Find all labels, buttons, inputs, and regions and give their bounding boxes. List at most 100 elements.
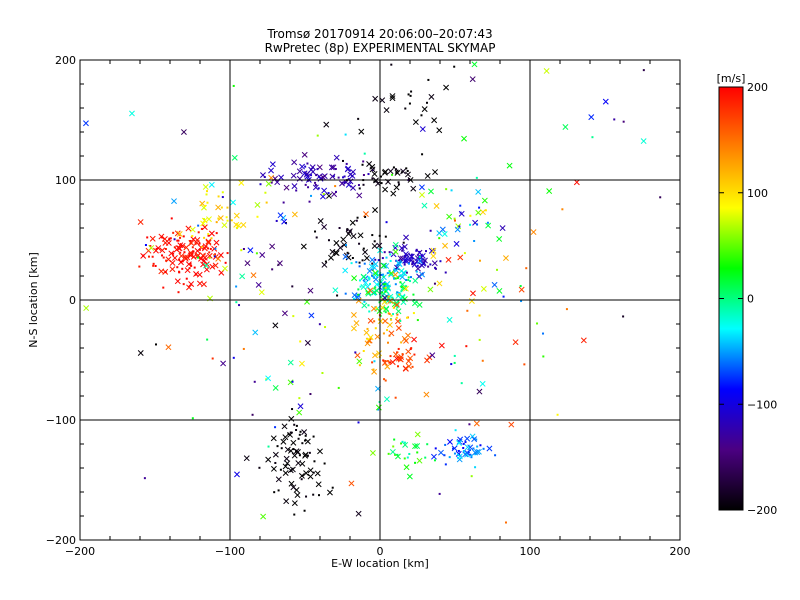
scatter-dot-point: [164, 248, 167, 251]
scatter-dot-point: [363, 262, 366, 265]
scatter-cross-point: [372, 352, 378, 359]
scatter-dot-point: [384, 283, 387, 286]
scatter-dot-point: [475, 438, 478, 441]
scatter-dot-point: [292, 448, 295, 451]
scatter-dot-point: [389, 361, 392, 364]
scatter-cross-point: [481, 197, 488, 204]
scatter-dot-point: [304, 434, 307, 437]
scatter-cross-point: [174, 230, 181, 237]
scatter-cross-point: [186, 284, 192, 291]
scatter-dot-point: [383, 300, 386, 303]
scatter-dot-point: [475, 176, 478, 179]
scatter-dot-point: [312, 493, 315, 496]
scatter-dot-point: [291, 285, 294, 288]
scatter-cross-point: [347, 171, 354, 178]
scatter-dot-point: [198, 248, 201, 251]
scatter-dot-point: [398, 183, 401, 186]
scatter-cross-point: [185, 261, 192, 268]
scatter-dot-point: [386, 284, 389, 287]
scatter-cross-point: [258, 289, 265, 296]
scatter-cross-point: [394, 318, 401, 325]
scatter-dot-point: [322, 192, 325, 195]
y-tick-label: −200: [46, 534, 76, 547]
scatter-cross-point: [392, 351, 399, 358]
y-tick-label: 100: [55, 174, 76, 187]
scatter-cross-point: [317, 218, 324, 224]
scatter-cross-point: [215, 204, 222, 211]
scatter-cross-point: [373, 287, 380, 294]
scatter-cross-point: [281, 310, 288, 317]
scatter-dot-point: [400, 286, 403, 289]
scatter-dot-point: [331, 486, 334, 489]
scatter-cross-point: [436, 127, 443, 134]
scatter-cross-point: [308, 166, 315, 173]
scatter-cross-point: [402, 285, 409, 292]
scatter-cross-point: [518, 286, 525, 293]
scatter-dot-point: [263, 176, 266, 179]
scatter-dot-point: [380, 175, 383, 178]
scatter-cross-point: [414, 431, 421, 438]
scatter-cross-point: [194, 237, 201, 243]
scatter-cross-point: [358, 128, 365, 135]
scatter-dot-point: [482, 447, 485, 450]
scatter-cross-point: [234, 471, 240, 478]
scatter-cross-point: [508, 421, 515, 428]
scatter-cross-point: [193, 271, 200, 277]
scatter-cross-point: [388, 330, 395, 337]
scatter-cross-point: [331, 191, 338, 198]
scatter-cross-point: [421, 106, 428, 113]
scatter-cross-point: [475, 188, 482, 195]
scatter-cross-point: [208, 230, 215, 237]
scatter-cross-point: [350, 311, 357, 318]
scatter-dot-point: [232, 84, 235, 87]
scatter-dot-point: [429, 263, 432, 266]
scatter-cross-point: [562, 124, 569, 130]
scatter-cross-point: [296, 168, 303, 175]
scatter-cross-point: [272, 384, 279, 391]
scatter-dot-point: [290, 431, 293, 434]
scatter-dot-point: [452, 447, 455, 450]
scatter-dot-point: [523, 363, 526, 366]
scatter-dot-point: [407, 279, 410, 282]
scatter-cross-point: [405, 332, 411, 339]
scatter-cross-point: [405, 363, 412, 370]
scatter-cross-point: [235, 222, 242, 229]
scatter-cross-point: [321, 223, 328, 230]
scatter-dot-point: [226, 252, 229, 255]
scatter-cross-point: [416, 457, 423, 464]
scatter-cross-point: [350, 233, 357, 240]
scatter-dot-point: [412, 312, 415, 315]
scatter-cross-point: [419, 252, 426, 259]
scatter-dot-point: [204, 204, 207, 207]
scatter-dot-point: [169, 237, 172, 240]
scatter-cross-point: [419, 126, 426, 133]
scatter-cross-point: [137, 350, 144, 356]
scatter-dot-point: [191, 234, 194, 237]
scatter-cross-point: [295, 460, 302, 467]
scatter-dot-point: [220, 206, 223, 209]
scatter-cross-point: [580, 337, 587, 344]
scatter-cross-point: [265, 456, 272, 463]
scatter-dot-point: [282, 201, 285, 204]
scatter-dot-point: [371, 274, 374, 277]
scatter-dot-point: [377, 283, 380, 286]
scatter-dot-point: [396, 351, 399, 354]
scatter-dot-point: [382, 287, 385, 290]
scatter-cross-point: [175, 244, 182, 251]
scatter-dot-point: [438, 237, 441, 240]
scatter-dot-point: [151, 255, 154, 258]
scatter-dot-point: [409, 276, 412, 279]
scatter-dot-point: [327, 239, 330, 242]
scatter-cross-point: [212, 262, 219, 269]
scatter-dot-point: [363, 152, 366, 155]
scatter-cross-point: [174, 278, 181, 285]
scatter-cross-point: [206, 252, 213, 259]
scatter-dot-point: [411, 263, 414, 266]
scatter-cross-point: [360, 284, 367, 290]
scatter-dot-point: [373, 240, 376, 243]
scatter-cross-point: [402, 365, 409, 372]
scatter-dot-point: [192, 250, 195, 253]
scatter-cross-point: [238, 179, 245, 186]
scatter-cross-point: [462, 451, 469, 458]
scatter-dot-point: [358, 364, 361, 367]
